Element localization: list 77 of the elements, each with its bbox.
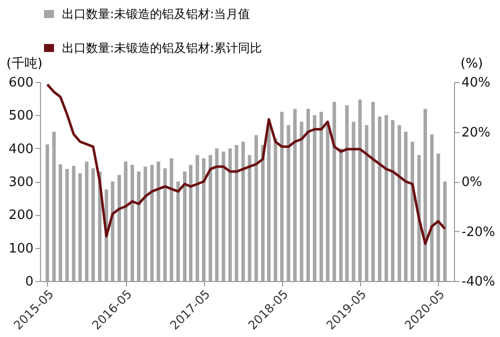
bar: [274, 138, 278, 281]
bar: [384, 115, 388, 281]
legend-label: 出口数量:未锻造的铝及铝材:当月值: [62, 7, 250, 21]
bar: [78, 173, 82, 281]
bar: [352, 122, 356, 281]
bar: [188, 164, 192, 281]
bar: [176, 182, 180, 281]
bar: [364, 125, 368, 281]
y-tick-label: 200: [8, 208, 34, 224]
bar: [170, 158, 174, 281]
y2-tick-label: 0%: [462, 175, 482, 190]
bar: [124, 162, 128, 281]
bar: [150, 164, 154, 281]
bar: [110, 182, 114, 281]
bar: [156, 162, 160, 281]
y2-tick-label: 40%: [462, 76, 490, 90]
bar: [286, 125, 290, 281]
bar: [208, 154, 212, 281]
y2-tick-label: -40%: [462, 274, 496, 290]
y-tick-label: 400: [8, 142, 34, 157]
bar: [410, 142, 414, 281]
bar: [65, 168, 69, 281]
bar: [222, 152, 226, 281]
bar: [424, 108, 427, 281]
bar: [390, 120, 394, 281]
bar: [254, 135, 258, 281]
bar: [52, 132, 56, 281]
bar: [398, 125, 402, 281]
bar: [378, 116, 382, 281]
bar: [182, 172, 186, 281]
bar: [248, 154, 252, 281]
y-tick-label: 600: [8, 76, 34, 90]
bar: [320, 112, 323, 281]
bar: [136, 172, 140, 281]
y-tick-label: 0: [25, 274, 34, 290]
y2-tick-label: 20%: [462, 125, 490, 140]
bar: [144, 166, 148, 281]
bar: [72, 166, 76, 281]
bar: [417, 154, 421, 281]
bar: [163, 168, 167, 281]
y-tick-label: 100: [8, 241, 34, 256]
bar: [339, 148, 343, 281]
y-axis-title: (千吨): [6, 56, 42, 72]
bar: [293, 108, 297, 281]
bar: [436, 154, 440, 281]
legend-label: 出口数量:未锻造的铝及铝材:累计同比: [62, 41, 262, 55]
bar: [326, 125, 330, 281]
bar: [345, 105, 349, 281]
bar: [267, 122, 271, 281]
bar: [443, 182, 447, 281]
bar: [371, 102, 375, 281]
bar: [404, 132, 408, 281]
bar: [215, 148, 219, 281]
y2-tick-label: -20%: [462, 224, 496, 240]
bar: [430, 134, 434, 281]
bar: [84, 162, 88, 281]
bar: [306, 108, 310, 281]
bar: [241, 142, 245, 281]
y-tick-label: 500: [8, 108, 34, 124]
bar: [196, 154, 200, 281]
bar: [261, 145, 265, 281]
bar: [234, 145, 238, 281]
bar: [46, 144, 50, 281]
bar: [228, 148, 232, 281]
bar: [91, 168, 95, 281]
y2-axis-title: (%): [460, 56, 483, 72]
y-tick-label: 300: [8, 175, 34, 190]
bar: [130, 164, 134, 281]
bar: [58, 164, 62, 281]
bar: [312, 115, 316, 281]
bar: [202, 158, 206, 281]
bar: [118, 174, 121, 281]
line-series: [46, 83, 446, 245]
bar: [300, 122, 304, 281]
bar: [280, 112, 284, 281]
bar: [358, 100, 362, 281]
bar: [332, 102, 336, 281]
